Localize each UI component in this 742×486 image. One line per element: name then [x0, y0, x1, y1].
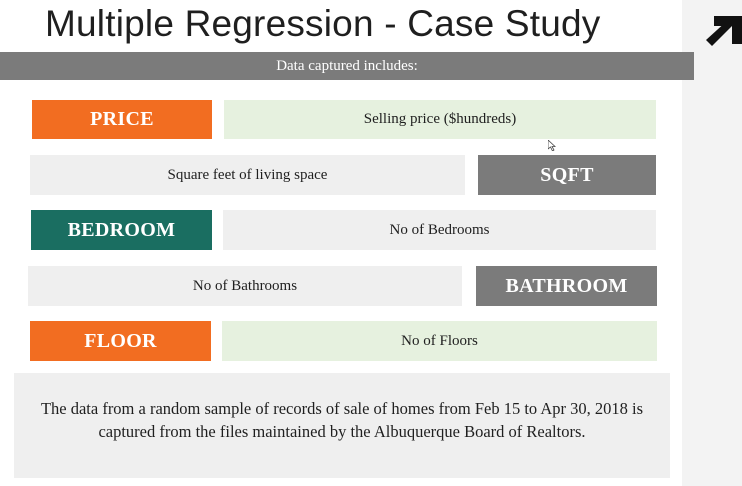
variable-label-floor: FLOOR	[30, 321, 211, 361]
arrow-logo-icon	[706, 16, 742, 46]
variable-description-floor: No of Floors	[222, 321, 657, 361]
slide-title: Multiple Regression - Case Study	[45, 3, 601, 44]
data-source-note: The data from a random sample of records…	[14, 373, 670, 478]
variable-description-price: Selling price ($hundreds)	[224, 100, 656, 139]
variable-label-sqft: SQFT	[478, 155, 656, 195]
variable-description-bathroom: No of Bathrooms	[28, 266, 462, 306]
mouse-cursor-icon	[548, 140, 556, 151]
variable-label-price: PRICE	[32, 100, 212, 139]
variable-description-bedroom: No of Bedrooms	[223, 210, 656, 250]
variable-label-bathroom: BATHROOM	[476, 266, 657, 306]
variable-description-sqft: Square feet of living space	[30, 155, 465, 195]
window-side-strip	[682, 0, 742, 486]
data-captured-banner: Data captured includes:	[0, 52, 694, 80]
variable-label-bedroom: BEDROOM	[31, 210, 212, 250]
